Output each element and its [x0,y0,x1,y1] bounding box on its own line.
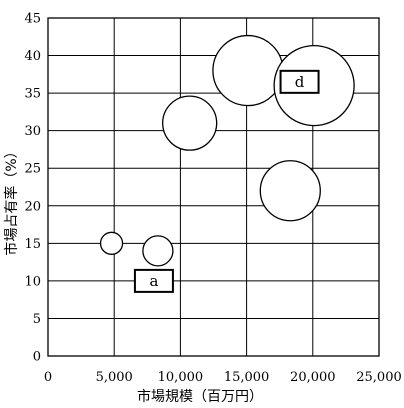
y-tick-label: 40 [24,49,41,64]
annotation-box [133,268,174,293]
bubble [162,95,218,151]
y-tick-label: 20 [24,199,41,214]
x-tick-label: 15,000 [224,370,270,385]
y-tick-label: 5 [33,312,41,327]
x-tick-label: 5,000 [96,370,133,385]
annotation-label: d [295,73,305,91]
bubble [212,34,284,107]
bubble [99,231,124,255]
y-tick-label: 25 [24,162,41,177]
annotation-label: a [149,272,158,290]
y-tick-label: 35 [24,87,41,102]
y-axis-title: 市場占有率（%） [3,144,20,255]
x-axis-title: 市場規模（百万円） [137,388,263,405]
x-tick-label: 20,000 [290,370,336,385]
y-tick-label: 45 [24,12,41,27]
bubble [142,235,174,267]
y-tick-label: 30 [24,124,41,139]
x-tick-label: 10,000 [158,370,204,385]
y-tick-label: 10 [24,274,41,289]
annotation-box [279,69,320,94]
x-tick-label: 25,000 [356,370,402,385]
plot-area-frame [47,17,380,357]
y-tick-label: 0 [33,350,41,365]
bubble [259,160,321,222]
y-tick-label: 15 [24,237,41,252]
annotations: ad [133,69,320,293]
x-tick-label: 0 [44,370,52,385]
axis-ticks: 0 5,000 10,000 15,000 20,000 25,000 0 5 10 15 20 25… [24,12,401,386]
bubbles [99,34,355,267]
